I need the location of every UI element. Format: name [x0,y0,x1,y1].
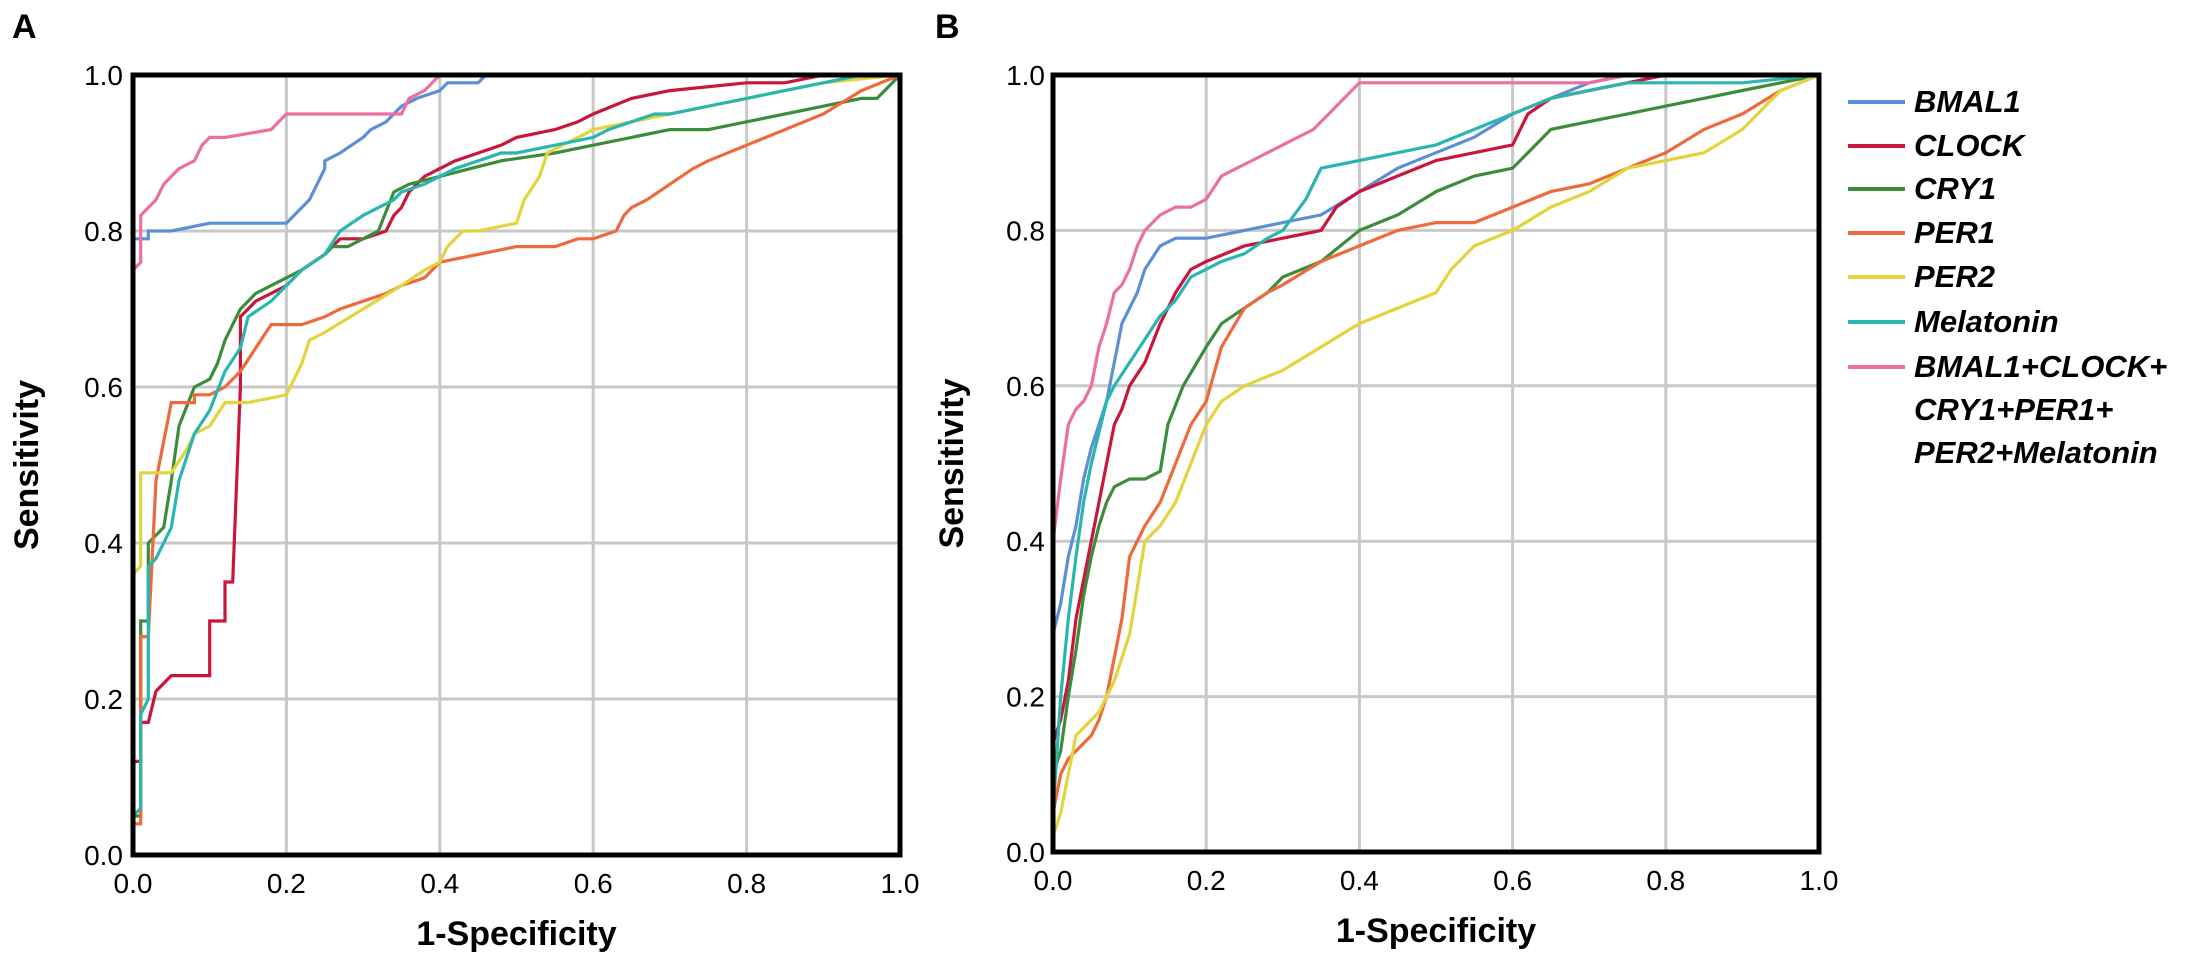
roc-curve-clock [133,73,900,763]
legend-item-bmal1-clock-cry1-per1-per2-melatonin: BMAL1+CLOCK+ CRY1+PER1+ PER2+Melatonin [1848,349,2167,470]
roc-curve-cry1 [133,73,902,818]
y-tick-label: 0.4 [1006,526,1045,557]
roc-curve-per2 [1051,73,1820,852]
x-tick-label: 0.4 [420,868,459,899]
x-tick-label: 0.6 [574,868,613,899]
legend-label: CRY1+PER1+ [1914,392,2113,427]
legend-item-melatonin: Melatonin [1848,304,2059,339]
roc-curve-melatonin [131,73,900,818]
x-tick-label: 0.0 [1034,865,1073,896]
legend-label: CRY1 [1914,171,1996,206]
legend-item-clock: CLOCK [1848,128,2027,163]
y-tick-label: 0.8 [84,216,123,247]
legend-label: CLOCK [1914,128,2027,163]
legend-item-cry1: CRY1 [1848,171,1996,206]
y-tick-label: 0.8 [1006,215,1045,246]
x-tick-label: 0.0 [114,868,153,899]
x-tick-label: 0.2 [1187,865,1226,896]
x-tick-label: 0.8 [727,868,766,899]
y-tick-label: 1.0 [84,60,123,91]
x-tick-label: 0.4 [1340,865,1379,896]
panel-label-a: A [12,8,37,46]
plot-frame [130,72,903,858]
roc-curve-per2 [131,73,901,576]
roc-curve-clock [1051,73,1819,852]
legend-label: BMAL1+CLOCK+ [1914,349,2167,384]
x-tick-label: 1.0 [1800,865,1839,896]
x-tick-label: 0.6 [1493,865,1532,896]
roc-curve-per1 [1051,73,1820,852]
x-tick-label: 0.8 [1646,865,1685,896]
x-tick-label: 0.2 [267,868,306,899]
roc-curve-bmal1 [1051,73,1819,829]
plot-frame [1050,72,1822,855]
legend-label: PER1 [1914,215,1995,250]
legend: BMAL1 CLOCK CRY1 PER1 PER2 Melatonin BMAL1+CLO… [1848,84,2167,470]
legend-label: PER2+Melatonin [1914,435,2158,470]
panel-label-b: B [935,8,960,46]
y-axis-title: Sensitivity [8,380,46,550]
legend-label: PER2 [1914,259,1995,294]
y-tick-label: 0.6 [1006,371,1045,402]
roc-curve-bmal1-clock-cry1-per1-per2-melatonin [1051,73,1819,619]
legend-label: Melatonin [1914,304,2059,339]
y-tick-label: 0.6 [84,372,123,403]
x-axis-title: 1-Specificity [416,915,616,953]
panel-b: B 0.0 0.2 0.4 0.6 0.8 1.0 0.0 0.2 0.4 0.6 0.8 1.0 1-S… [933,8,1838,950]
y-tick-label: 1.0 [1006,60,1045,91]
x-axis-title: 1-Specificity [1336,912,1536,950]
y-axis-title: Sensitivity [933,378,971,548]
roc-curve-cry1 [1051,73,1820,852]
y-tick-label: 0.0 [1006,837,1045,868]
legend-item-bmal1: BMAL1 [1848,84,2021,119]
panel-a: A 0.0 0.2 0.4 0.6 0.8 1.0 0.0 0.2 0.4 0.6 0.8 1.0 1-S… [8,8,919,953]
y-tick-label: 0.2 [1006,682,1045,713]
y-tick-label: 0.4 [84,528,123,559]
x-tick-label: 1.0 [881,868,920,899]
y-tick-label: 0.0 [84,840,123,871]
roc-curve-melatonin [1051,73,1820,837]
roc-curve-bmal1 [131,73,532,263]
roc-curve-bmal1-clock-cry1-per1-per2-melatonin [131,73,900,272]
legend-item-per2: PER2 [1848,259,1995,294]
legend-item-per1: PER1 [1848,215,1995,250]
y-tick-label: 0.2 [84,684,123,715]
roc-curve-per1 [133,73,901,826]
legend-label: BMAL1 [1914,84,2021,119]
